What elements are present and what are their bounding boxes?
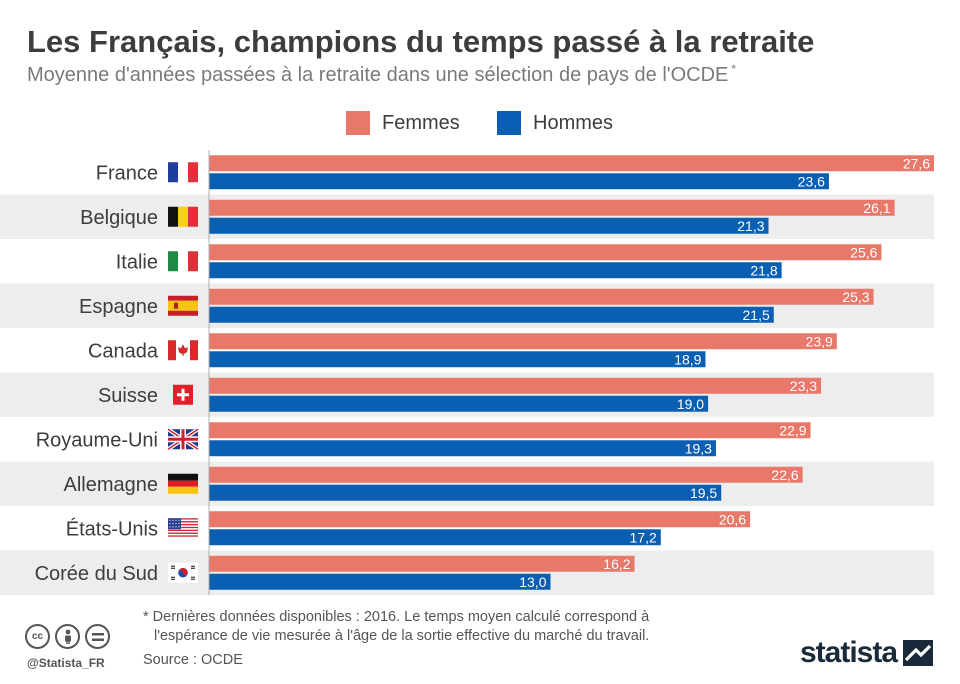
- chart-title: Les Français, champions du temps passé à…: [27, 24, 815, 59]
- data-label-hommes: 18,9: [674, 351, 701, 367]
- bar-femmes: [209, 511, 751, 528]
- subtitle-asterisk: *: [731, 62, 737, 76]
- category-label: Canada: [88, 340, 159, 362]
- bar-femmes: [209, 422, 811, 439]
- category-label: Suisse: [98, 385, 158, 407]
- category-label: Belgique: [80, 207, 158, 229]
- bar-hommes: [209, 484, 722, 501]
- legend-swatch-hommes: [497, 111, 521, 135]
- data-label-femmes: 26,1: [863, 200, 890, 216]
- data-label-femmes: 16,2: [603, 556, 630, 572]
- data-label-femmes: 23,9: [806, 333, 833, 349]
- category-label: Italie: [116, 251, 158, 273]
- data-label-hommes: 23,6: [798, 173, 825, 189]
- category-label: États-Unis: [66, 517, 158, 540]
- license-icons: cc: [25, 624, 110, 649]
- data-label-femmes: 23,3: [790, 378, 817, 394]
- canada-flag-icon: [168, 340, 198, 361]
- bar-femmes: [209, 244, 882, 261]
- bar-femmes: [209, 155, 934, 172]
- data-label-hommes: 21,5: [743, 307, 770, 323]
- bar-hommes: [209, 173, 829, 190]
- brand-wordmark: statista: [800, 636, 898, 669]
- category-label: Espagne: [79, 296, 158, 318]
- category-label: Corée du Sud: [35, 563, 158, 585]
- data-label-femmes: 25,6: [850, 244, 877, 260]
- germany-flag-icon: [168, 473, 198, 494]
- data-label-femmes: 22,9: [779, 422, 806, 438]
- data-label-femmes: 22,6: [771, 467, 798, 483]
- bar-hommes: [209, 306, 774, 323]
- statista-logo[interactable]: statista: [800, 636, 934, 670]
- category-label: France: [96, 162, 158, 184]
- belgium-flag-icon: [168, 206, 198, 227]
- subtitle-text: Moyenne d'années passées à la retraite d…: [27, 64, 729, 86]
- chart-legend: Femmes Hommes: [0, 110, 960, 136]
- legend-label-hommes: Hommes: [533, 111, 614, 134]
- bar-hommes: [209, 217, 769, 234]
- footnote-line-1: * Dernières données disponibles : 2016. …: [143, 609, 650, 625]
- by-icon[interactable]: [55, 624, 80, 649]
- spain-flag-icon: [168, 295, 198, 316]
- italy-flag-icon: [168, 251, 198, 272]
- footnote-line-2: l'espérance de vie mesurée à l'âge de la…: [154, 628, 650, 644]
- data-label-femmes: 20,6: [719, 511, 746, 527]
- data-label-hommes: 19,5: [690, 485, 717, 501]
- bar-femmes: [209, 377, 822, 394]
- bar-femmes: [209, 555, 635, 572]
- source-text: Source : OCDE: [143, 652, 243, 668]
- data-label-hommes: 21,3: [737, 218, 764, 234]
- usa-flag-icon: [168, 518, 198, 539]
- category-label: Royaume-Uni: [36, 429, 158, 451]
- category-label: Allemagne: [63, 474, 158, 496]
- bar-hommes: [209, 440, 716, 457]
- legend-swatch-femmes: [346, 111, 370, 135]
- nd-icon[interactable]: [85, 624, 110, 649]
- bar-hommes: [209, 395, 709, 412]
- chart-subtitle: Moyenne d'années passées à la retraite d…: [27, 62, 737, 87]
- bar-femmes: [209, 288, 874, 305]
- switzerland-flag-icon: [173, 384, 193, 405]
- data-label-hommes: 19,0: [677, 396, 704, 412]
- uk-flag-icon: [166, 427, 200, 451]
- bar-hommes: [209, 529, 661, 546]
- cc-icon[interactable]: cc: [25, 624, 50, 649]
- legend-item-femmes: Femmes: [346, 110, 460, 136]
- data-label-hommes: 19,3: [685, 440, 712, 456]
- bar-hommes: [209, 262, 782, 279]
- bar-hommes: [209, 573, 551, 590]
- bar-femmes: [209, 199, 895, 216]
- data-label-hommes: 13,0: [519, 574, 546, 590]
- legend-label-femmes: Femmes: [382, 111, 460, 134]
- data-label-femmes: 27,6: [903, 155, 930, 171]
- social-handle[interactable]: @Statista_FR: [27, 656, 105, 670]
- data-label-femmes: 25,3: [842, 289, 869, 305]
- data-label-hommes: 21,8: [750, 262, 777, 278]
- data-label-hommes: 17,2: [630, 529, 657, 545]
- bar-femmes: [209, 333, 837, 350]
- footnote: * Dernières données disponibles : 2016. …: [143, 608, 649, 646]
- legend-item-hommes: Hommes: [497, 110, 613, 136]
- south-korea-flag-icon: [168, 562, 198, 583]
- statista-mark-icon: [903, 640, 934, 666]
- france-flag-icon: [168, 162, 198, 183]
- bar-femmes: [209, 466, 803, 483]
- bar-hommes: [209, 351, 706, 368]
